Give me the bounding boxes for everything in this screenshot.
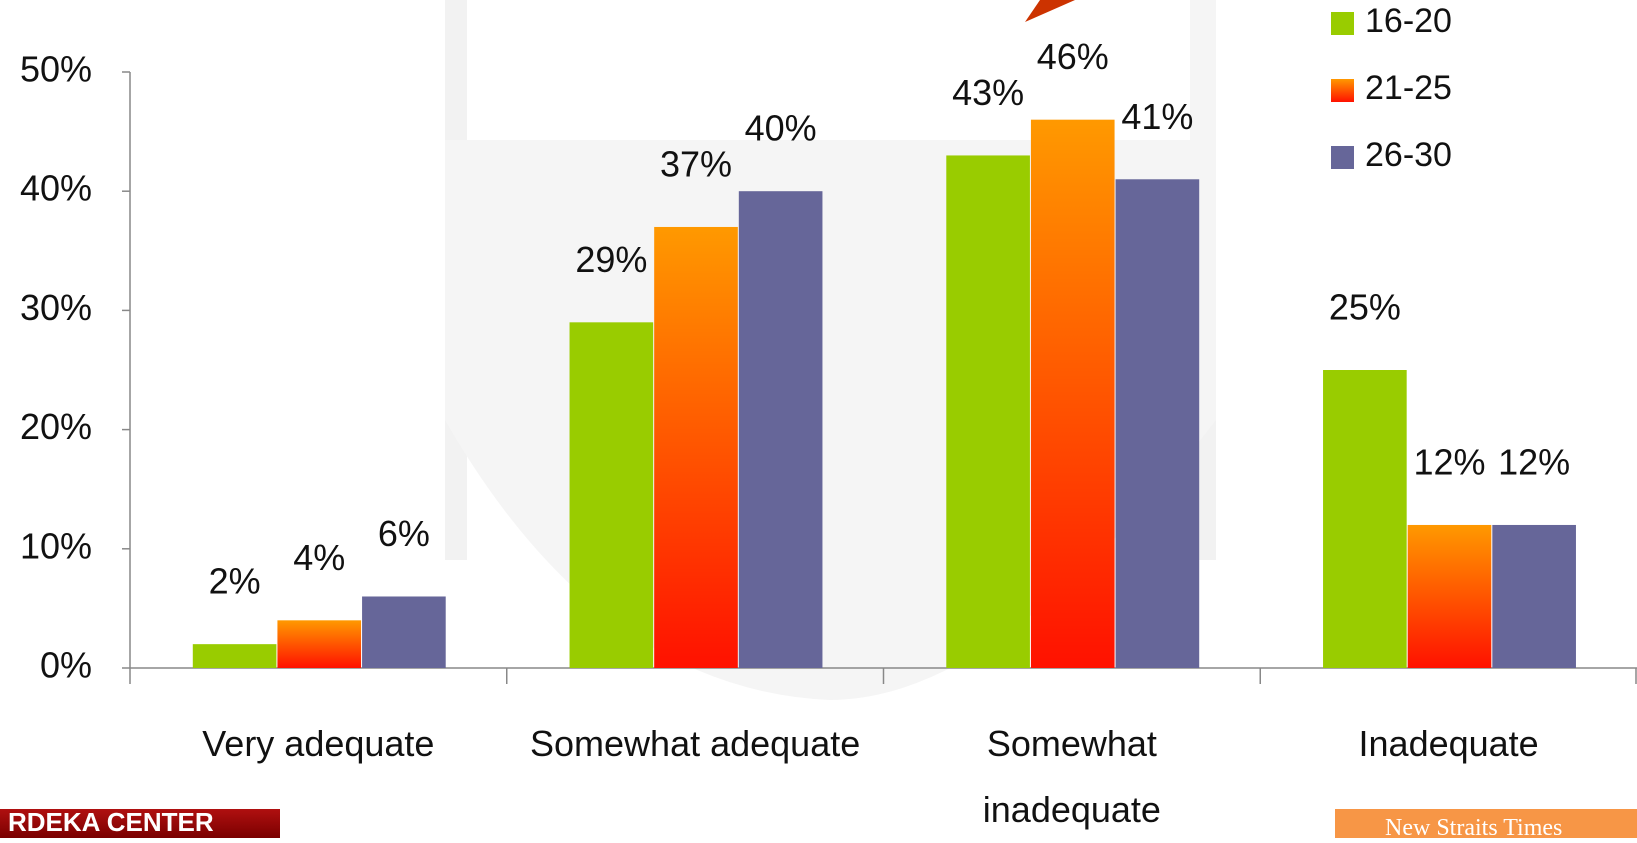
value-label: 46% bbox=[1037, 36, 1109, 77]
x-tick-label: Somewhat adequate bbox=[530, 723, 861, 764]
legend-label: 16-20 bbox=[1365, 2, 1452, 40]
y-tick-label: 0% bbox=[40, 645, 92, 686]
value-label: 4% bbox=[293, 537, 345, 578]
bar bbox=[277, 620, 362, 668]
value-label: 40% bbox=[745, 108, 817, 149]
y-tick-label: 30% bbox=[20, 287, 92, 328]
value-label: 12% bbox=[1498, 441, 1570, 482]
arrow-decoration bbox=[1025, 0, 1075, 22]
x-tick-label: Very adequate bbox=[202, 723, 435, 764]
footer-right: New Straits Times bbox=[1335, 809, 1637, 838]
bar bbox=[362, 596, 446, 668]
y-tick-label: 10% bbox=[20, 525, 92, 566]
value-label: 41% bbox=[1121, 96, 1193, 137]
value-label: 37% bbox=[660, 143, 732, 184]
value-label: 2% bbox=[209, 561, 261, 602]
value-label: 25% bbox=[1329, 287, 1401, 328]
bar bbox=[192, 644, 277, 668]
y-tick-label: 20% bbox=[20, 406, 92, 447]
legend-swatch bbox=[1331, 12, 1354, 35]
bar bbox=[654, 226, 738, 668]
value-label: 29% bbox=[575, 239, 647, 280]
bar bbox=[1030, 119, 1115, 669]
bar bbox=[1115, 179, 1200, 668]
value-label: 12% bbox=[1413, 441, 1485, 482]
y-tick-label: 40% bbox=[20, 168, 92, 209]
footer-left: RDEKA CENTER bbox=[0, 809, 280, 838]
bar bbox=[569, 322, 654, 668]
legend-label: 21-25 bbox=[1365, 69, 1452, 107]
value-label: 43% bbox=[952, 72, 1024, 113]
value-label: 6% bbox=[378, 513, 430, 554]
y-tick-label: 50% bbox=[20, 49, 92, 90]
bar bbox=[738, 191, 823, 668]
x-tick-label: Somewhat inadequate bbox=[982, 723, 1161, 830]
bar bbox=[946, 155, 1030, 668]
legend-swatch bbox=[1331, 146, 1354, 169]
x-tick-label: Inadequate bbox=[1358, 723, 1539, 764]
bar bbox=[1407, 524, 1492, 668]
legend-swatch bbox=[1331, 79, 1354, 102]
legend-label: 26-30 bbox=[1365, 136, 1452, 174]
bar bbox=[1323, 370, 1407, 668]
bar bbox=[1492, 524, 1576, 668]
